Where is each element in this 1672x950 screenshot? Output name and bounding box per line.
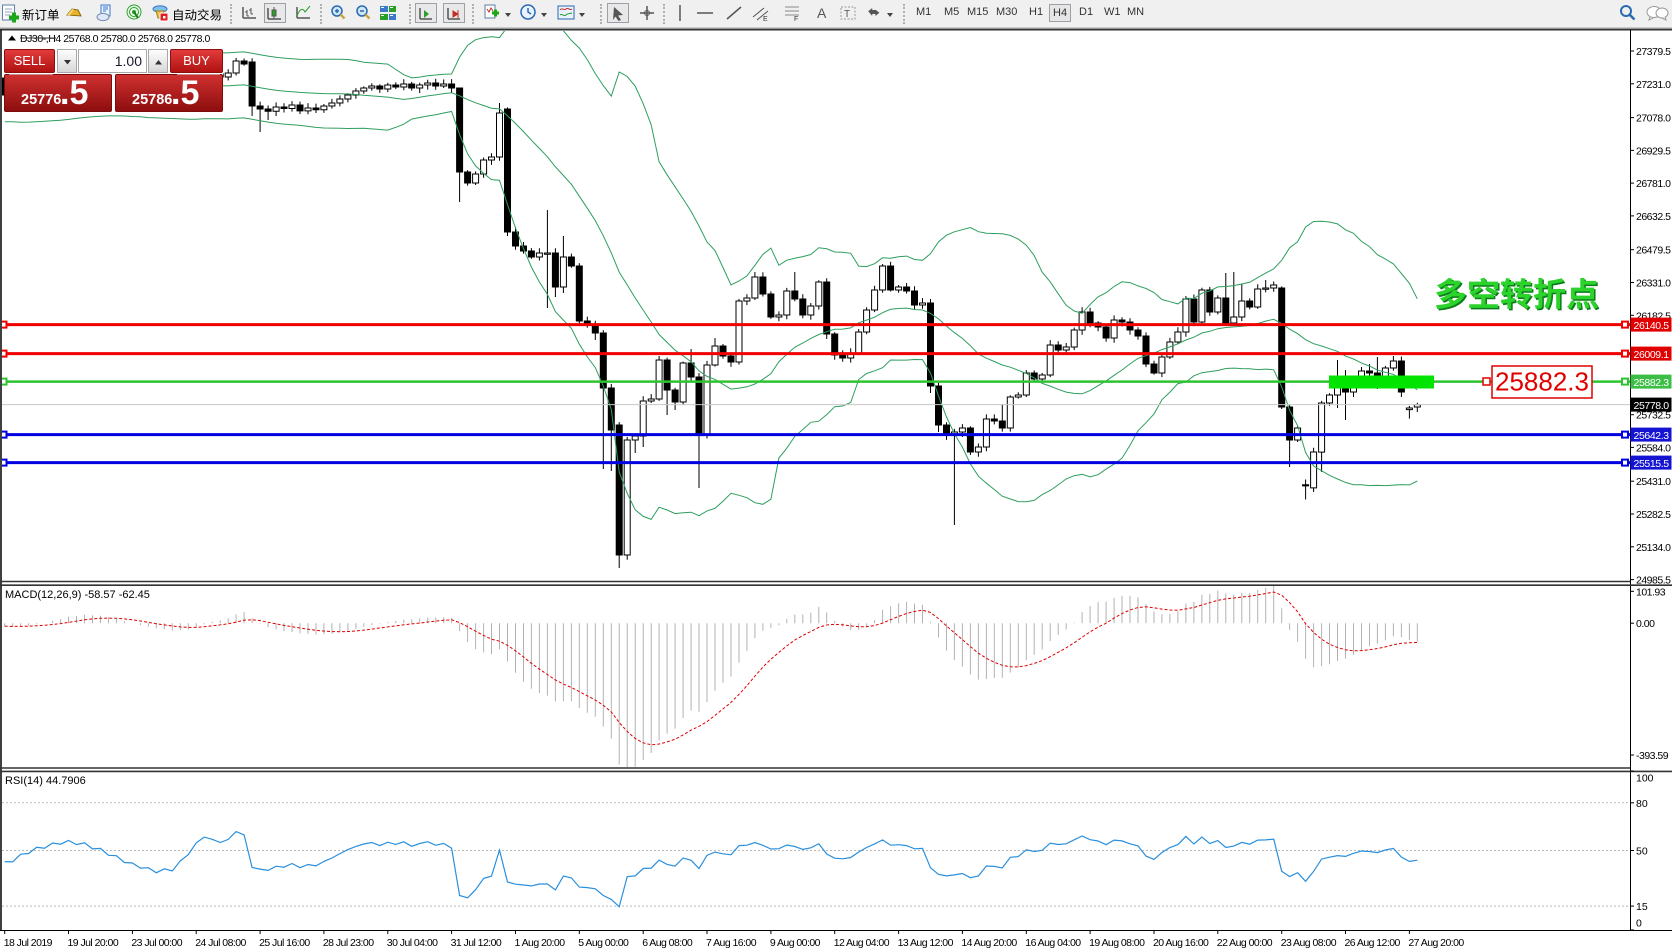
svg-text:26331.0: 26331.0 xyxy=(1636,278,1671,290)
svg-text:30 Jul 04:00: 30 Jul 04:00 xyxy=(387,937,438,949)
svg-text:26781.0: 26781.0 xyxy=(1636,178,1671,190)
svg-text:16 Aug 04:00: 16 Aug 04:00 xyxy=(1025,937,1081,949)
svg-text:25642.3: 25642.3 xyxy=(1634,430,1670,442)
svg-text:26632.5: 26632.5 xyxy=(1636,211,1671,223)
svg-text:24985.5: 24985.5 xyxy=(1636,575,1671,587)
svg-text:A: A xyxy=(817,5,827,21)
svg-text:23 Jul 00:00: 23 Jul 00:00 xyxy=(131,937,182,949)
svg-text:80: 80 xyxy=(1636,798,1648,810)
svg-text:100: 100 xyxy=(1636,773,1654,785)
svg-text:27231.0: 27231.0 xyxy=(1636,79,1671,91)
svg-text:25732.5: 25732.5 xyxy=(1636,410,1671,422)
svg-text:23 Aug 08:00: 23 Aug 08:00 xyxy=(1281,937,1337,949)
svg-text:27 Aug 20:00: 27 Aug 20:00 xyxy=(1408,937,1464,949)
svg-text:DJ30-,H4 25768.0 25780.0 2576: DJ30-,H4 25768.0 25780.0 25768.0 25778.0 xyxy=(20,33,210,45)
svg-text:25 Jul 16:00: 25 Jul 16:00 xyxy=(259,937,310,949)
svg-text:26929.5: 26929.5 xyxy=(1636,145,1671,157)
svg-text:18 Jul 2019: 18 Jul 2019 xyxy=(4,937,53,949)
svg-text:26009.1: 26009.1 xyxy=(1634,349,1670,361)
svg-text:24 Jul 08:00: 24 Jul 08:00 xyxy=(195,937,246,949)
svg-text:50: 50 xyxy=(1636,846,1648,858)
svg-text:7 Aug 16:00: 7 Aug 16:00 xyxy=(706,937,757,949)
svg-text:MACD(12,26,9) -58.57 -62.45: MACD(12,26,9) -58.57 -62.45 xyxy=(5,589,150,601)
svg-text:0.00: 0.00 xyxy=(1636,618,1655,630)
svg-text:28 Jul 23:00: 28 Jul 23:00 xyxy=(323,937,374,949)
svg-text:27379.5: 27379.5 xyxy=(1636,46,1671,58)
svg-text:19 Aug 08:00: 19 Aug 08:00 xyxy=(1089,937,1145,949)
svg-text:25882.3: 25882.3 xyxy=(1495,367,1589,397)
svg-text:15: 15 xyxy=(1636,901,1648,913)
svg-text:F: F xyxy=(794,16,798,22)
svg-text:5 Aug 00:00: 5 Aug 00:00 xyxy=(578,937,629,949)
svg-text:25515.5: 25515.5 xyxy=(1634,458,1670,470)
svg-text:0: 0 xyxy=(1636,918,1642,930)
svg-text:26 Aug 12:00: 26 Aug 12:00 xyxy=(1345,937,1401,949)
svg-text:14 Aug 20:00: 14 Aug 20:00 xyxy=(961,937,1017,949)
svg-text:6 Aug 08:00: 6 Aug 08:00 xyxy=(642,937,693,949)
svg-text:25882.3: 25882.3 xyxy=(1634,377,1670,389)
svg-text:RSI(14) 44.7906: RSI(14) 44.7906 xyxy=(5,775,86,787)
svg-text:22 Aug 00:00: 22 Aug 00:00 xyxy=(1217,937,1273,949)
svg-text:20 Aug 16:00: 20 Aug 16:00 xyxy=(1153,937,1209,949)
svg-text:31 Jul 12:00: 31 Jul 12:00 xyxy=(451,937,502,949)
svg-text:25431.0: 25431.0 xyxy=(1636,476,1671,488)
svg-text:25134.0: 25134.0 xyxy=(1636,542,1671,554)
svg-text:25282.5: 25282.5 xyxy=(1636,509,1671,521)
svg-text:E: E xyxy=(763,16,768,22)
svg-text:-393.59: -393.59 xyxy=(1636,750,1669,762)
svg-text:25778.0: 25778.0 xyxy=(1634,400,1670,412)
svg-text:T: T xyxy=(844,9,850,20)
svg-text:101.93: 101.93 xyxy=(1636,586,1666,598)
svg-text:26479.5: 26479.5 xyxy=(1636,245,1671,257)
svg-text:9 Aug 00:00: 9 Aug 00:00 xyxy=(770,937,821,949)
svg-text:19 Jul 20:00: 19 Jul 20:00 xyxy=(68,937,119,949)
svg-text:12 Aug 04:00: 12 Aug 04:00 xyxy=(834,937,890,949)
svg-text:25584.0: 25584.0 xyxy=(1636,442,1671,454)
svg-text:26140.5: 26140.5 xyxy=(1634,320,1670,332)
svg-text:13 Aug 12:00: 13 Aug 12:00 xyxy=(898,937,954,949)
svg-text:27078.0: 27078.0 xyxy=(1636,113,1671,125)
svg-text:1 Aug 20:00: 1 Aug 20:00 xyxy=(515,937,566,949)
